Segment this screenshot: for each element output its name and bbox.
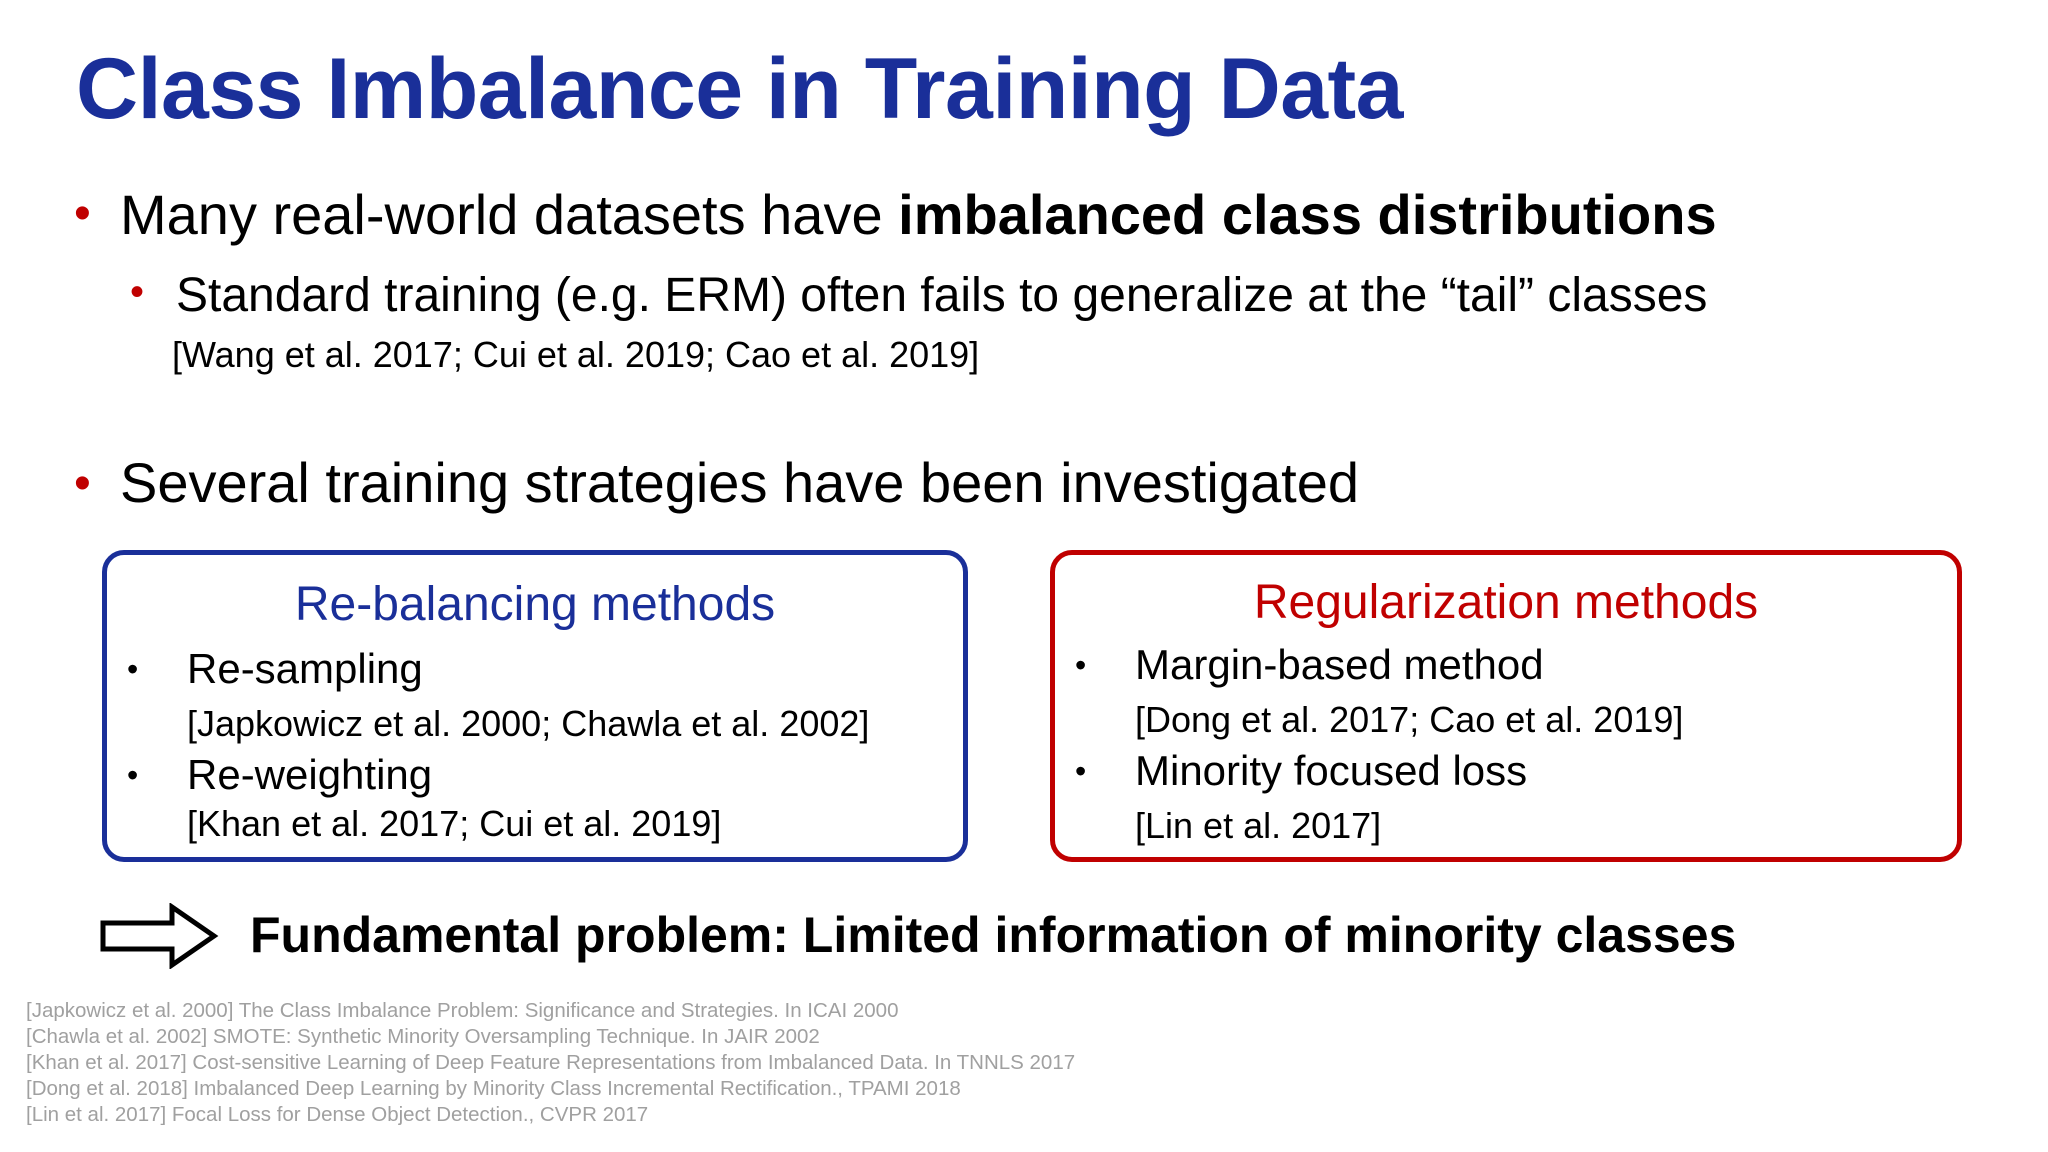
references-list: [Japkowicz et al. 2000] The Class Imbala… (26, 998, 1075, 1128)
sub-bullet-marker: • (130, 270, 145, 314)
bullet-marker: • (74, 187, 91, 240)
right-arrow-outline-icon (100, 903, 219, 969)
bullet-training-strategies: Several training strategies have been in… (120, 451, 1359, 514)
item-minority-focused-loss: Minority focused loss (1135, 747, 1528, 794)
bullet-emphasis: imbalanced class distributions (898, 183, 1717, 246)
item-marker: • (1075, 647, 1087, 683)
item-marker: • (127, 757, 139, 793)
reference-item: [Khan et al. 2017] Cost-sensitive Learni… (26, 1051, 1076, 1074)
item-marker: • (127, 651, 139, 687)
item-margin-based: Margin-based method (1135, 641, 1544, 688)
sub-bullet-standard-training: Standard training (e.g. ERM) often fails… (176, 269, 1708, 322)
reference-item: [Chawla et al. 2002] SMOTE: Synthetic Mi… (26, 1025, 820, 1048)
conclusion-statement: Fundamental problem: Limited information… (250, 907, 1737, 963)
sub-bullet-citation: [Wang et al. 2017; Cui et al. 2019; Cao … (172, 334, 980, 375)
reference-item: [Japkowicz et al. 2000] The Class Imbala… (26, 999, 899, 1022)
item-minority-focused-loss-citation: [Lin et al. 2017] (1135, 805, 1382, 846)
rebalancing-box: Re-balancing methods • Re-sampling [Japk… (102, 550, 968, 862)
bullet-text: Many real-world datasets have (120, 183, 899, 246)
reference-item: [Dong et al. 2018] Imbalanced Deep Learn… (26, 1077, 961, 1100)
item-marker: • (1075, 753, 1087, 789)
bullet-imbalanced-datasets: Many real-world datasets have imbalanced… (120, 182, 1717, 247)
item-resampling-citation: [Japkowicz et al. 2000; Chawla et al. 20… (187, 703, 870, 744)
rebalancing-title: Re-balancing methods (294, 578, 776, 631)
regularization-box: Regularization methods • Margin-based me… (1050, 550, 1962, 862)
reference-item: [Lin et al. 2017] Focal Loss for Dense O… (26, 1103, 649, 1126)
item-resampling: Re-sampling (187, 645, 423, 692)
item-reweighting: Re-weighting (187, 751, 433, 798)
item-margin-based-citation: [Dong et al. 2017; Cao et al. 2019] (1135, 699, 1684, 740)
bullet-marker: • (74, 457, 91, 510)
regularization-title: Regularization methods (1253, 576, 1759, 629)
item-reweighting-citation: [Khan et al. 2017; Cui et al. 2019] (187, 803, 722, 844)
slide-title: Class Imbalance in Training Data (76, 41, 1404, 137)
